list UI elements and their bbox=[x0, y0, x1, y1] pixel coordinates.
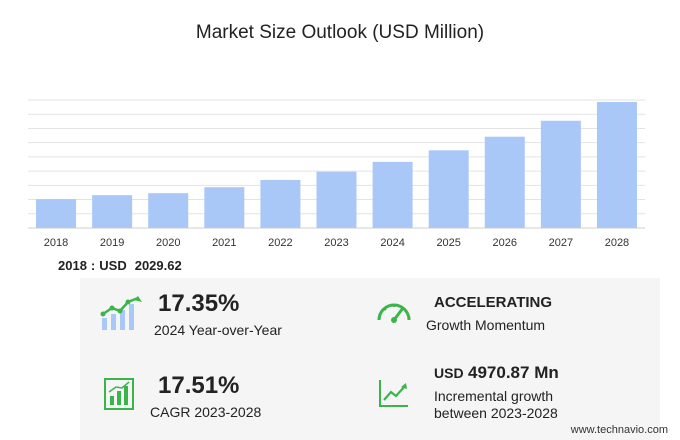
yoy-value: 17.35% bbox=[158, 290, 240, 317]
bar-2023 bbox=[316, 171, 357, 228]
bar-2027 bbox=[540, 120, 581, 228]
x-tick-labels: 2018 2019 2020 2021 2022 2023 2024 2025 2026 2027… bbox=[44, 237, 629, 249]
stats-panel bbox=[80, 278, 660, 440]
growth-chart-icon bbox=[100, 296, 144, 337]
base-year-label: 2018: USD 2029.62 bbox=[58, 258, 182, 273]
cagr-value: 17.51% bbox=[158, 372, 240, 399]
speedometer-icon bbox=[376, 298, 412, 329]
x-tick-2022: 2022 bbox=[268, 237, 292, 249]
yoy-stat: 17.35% 2024 Year-over-Year bbox=[154, 290, 282, 339]
x-tick-2020: 2020 bbox=[156, 237, 180, 249]
bar-2020 bbox=[148, 193, 189, 228]
momentum-stat: ACCELERATING Growth Momentum bbox=[426, 294, 552, 334]
base-separator: : bbox=[90, 258, 96, 273]
incremental-value-line: USD 4970.87 Mn bbox=[434, 363, 559, 383]
trend-line-icon bbox=[378, 378, 410, 413]
x-tick-2021: 2021 bbox=[212, 237, 236, 249]
bars bbox=[36, 101, 637, 228]
x-tick-2023: 2023 bbox=[324, 237, 348, 249]
x-tick-2028: 2028 bbox=[605, 237, 629, 249]
bar-2022 bbox=[260, 179, 301, 228]
x-tick-2019: 2019 bbox=[100, 237, 124, 249]
base-value: 2029.62 bbox=[134, 258, 182, 273]
x-tick-2018: 2018 bbox=[44, 237, 68, 249]
momentum-value: ACCELERATING bbox=[434, 294, 553, 311]
bar-2019 bbox=[92, 195, 133, 228]
bar-2028 bbox=[596, 101, 637, 228]
bar-growth-icon bbox=[104, 378, 134, 415]
bar-2024 bbox=[372, 161, 413, 228]
yoy-label: 2024 Year-over-Year bbox=[154, 322, 282, 338]
momentum-label: Growth Momentum bbox=[426, 317, 546, 333]
incremental-stat: USD 4970.87 Mn Incremental growth betwee… bbox=[434, 363, 559, 422]
incremental-value: 4970.87 Mn bbox=[468, 363, 559, 382]
incremental-label-2: between 2023-2028 bbox=[434, 404, 558, 421]
x-tick-2025: 2025 bbox=[436, 237, 460, 249]
bar-2021 bbox=[204, 187, 245, 228]
cagr-stat: 17.51% CAGR 2023-2028 bbox=[150, 372, 261, 421]
base-currency: USD bbox=[99, 258, 127, 273]
chart-title: Market Size Outlook (USD Million) bbox=[195, 22, 485, 43]
incremental-label-1: Incremental growth bbox=[434, 388, 554, 404]
incremental-currency: USD bbox=[434, 365, 464, 381]
x-tick-2026: 2026 bbox=[493, 237, 517, 249]
bar-2025 bbox=[428, 150, 469, 228]
bar-2026 bbox=[484, 136, 525, 228]
cagr-label: CAGR 2023-2028 bbox=[150, 404, 262, 420]
base-year: 2018 bbox=[58, 258, 87, 273]
x-tick-2024: 2024 bbox=[380, 237, 404, 249]
bar-chart: 2018 2019 2020 2021 2022 2023 2024 2025 2026 2027… bbox=[28, 99, 645, 249]
footer-url: www.technavio.com bbox=[570, 424, 668, 436]
bar-2018 bbox=[36, 199, 77, 228]
x-tick-2027: 2027 bbox=[549, 237, 573, 249]
